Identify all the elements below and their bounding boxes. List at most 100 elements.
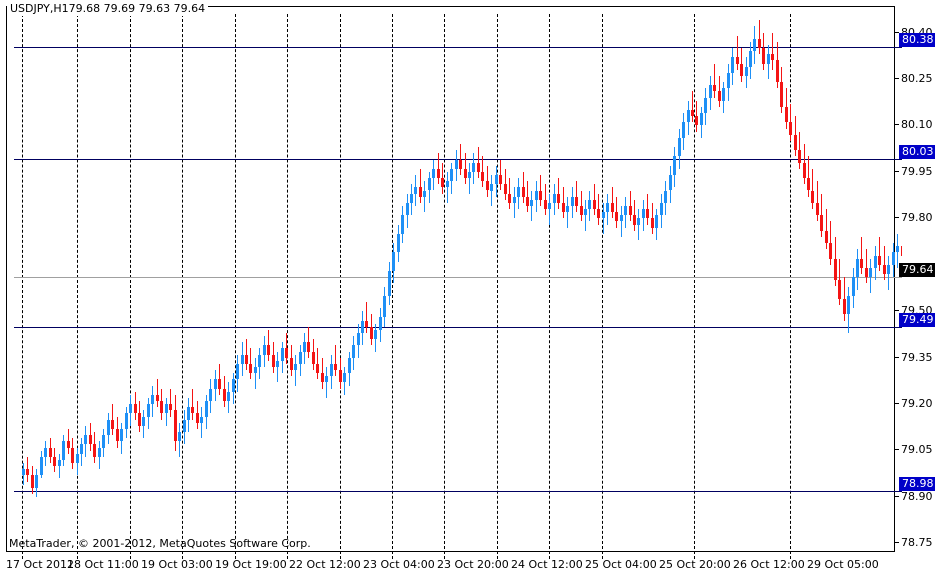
- candle-body: [76, 453, 79, 463]
- price-tick-mark: [895, 32, 899, 33]
- time-tick-label: 22 Oct 12:00: [289, 558, 361, 571]
- horizontal-level-line[interactable]: [14, 159, 902, 160]
- level-price-tag[interactable]: 78.98: [899, 477, 935, 491]
- candle-body: [495, 175, 498, 185]
- candle-wick: [634, 199, 635, 231]
- candle-body: [624, 205, 627, 216]
- candle-body: [196, 413, 199, 423]
- candle-body: [58, 459, 61, 467]
- candle-body: [281, 348, 284, 361]
- candle-wick: [487, 165, 488, 197]
- candle-wick: [255, 357, 256, 389]
- candle-body: [361, 320, 364, 333]
- candle-body: [241, 354, 244, 364]
- candle-body: [566, 205, 569, 213]
- time-scale[interactable]: 17 Oct 2012 18 Oct 11:00 19 Oct 03:00 19 Oc…: [0, 553, 935, 583]
- candle-body: [580, 205, 583, 216]
- candle-body: [807, 178, 810, 191]
- time-tick-label: 23 Oct 20:00: [437, 558, 509, 571]
- candle-body: [348, 357, 351, 374]
- time-tick-label: 23 Oct 04:00: [363, 558, 435, 571]
- candle-body: [651, 218, 654, 228]
- candle-wick: [286, 332, 287, 364]
- candle-body: [843, 298, 846, 315]
- candle-wick: [719, 75, 720, 107]
- candle-body: [339, 370, 342, 383]
- candle-body: [67, 441, 70, 448]
- candle-body: [655, 215, 658, 228]
- candle-body: [660, 202, 663, 216]
- candle-body: [852, 277, 855, 296]
- candle-wick: [295, 354, 296, 386]
- price-scale[interactable]: 80.40 80.25 80.10 79.95 79.80 79.50 79.35 79.20…: [895, 6, 935, 552]
- candle-body: [629, 205, 632, 216]
- time-tick-label: 25 Oct 04:00: [585, 558, 657, 571]
- candle-body: [80, 444, 83, 454]
- candle-wick: [737, 35, 738, 70]
- candle-wick: [808, 156, 809, 197]
- candle-body: [513, 196, 516, 203]
- candle-body: [169, 404, 172, 411]
- candle-body: [147, 404, 150, 417]
- chart-plot-area[interactable]: [14, 14, 902, 559]
- candle-body: [397, 233, 400, 253]
- time-tick-label: 24 Oct 12:00: [511, 558, 583, 571]
- candle-body: [290, 357, 293, 371]
- time-tick-label: 17 Oct 2012: [6, 558, 75, 571]
- horizontal-level-line[interactable]: [14, 47, 902, 48]
- candle-wick: [112, 404, 113, 436]
- horizontal-level-line[interactable]: [14, 491, 902, 492]
- candle-wick: [563, 187, 564, 219]
- candle-body: [383, 295, 386, 318]
- candle-wick: [817, 181, 818, 222]
- candle-body: [869, 267, 872, 278]
- candle-body: [49, 447, 52, 457]
- price-tick-mark: [895, 496, 899, 497]
- price-tick-mark: [895, 449, 899, 450]
- level-price-tag[interactable]: 80.38: [899, 33, 935, 47]
- candle-body: [183, 419, 186, 433]
- candle-body: [321, 373, 324, 383]
- candle-body: [776, 60, 779, 83]
- candle-body: [191, 407, 194, 414]
- candle-wick: [527, 181, 528, 213]
- chart-frame[interactable]: [6, 6, 902, 559]
- candle-body: [539, 190, 542, 200]
- price-tick-label: 78.75: [901, 536, 933, 549]
- candle-body: [727, 72, 730, 89]
- candle-body: [557, 193, 560, 203]
- candle-body: [71, 447, 74, 463]
- price-tick-mark: [895, 542, 899, 543]
- candle-body: [736, 57, 739, 64]
- candle-body: [352, 345, 355, 358]
- current-price-tag[interactable]: 79.64: [899, 263, 935, 277]
- candle-body: [334, 363, 337, 371]
- time-gridline: [444, 14, 445, 559]
- time-tick-label: 25 Oct 20:00: [659, 558, 731, 571]
- price-tick-label: 79.20: [901, 397, 933, 410]
- candle-body: [299, 351, 302, 364]
- candle-body: [209, 388, 212, 402]
- candle-body: [294, 363, 297, 371]
- candle-body: [125, 413, 128, 429]
- candle-wick: [447, 171, 448, 203]
- candle-wick: [772, 32, 773, 70]
- level-price-tag[interactable]: 79.49: [899, 313, 935, 327]
- candle-body: [446, 181, 449, 188]
- candle-wick: [616, 196, 617, 228]
- candle-body: [740, 63, 743, 76]
- candle-body: [401, 215, 404, 234]
- horizontal-level-line[interactable]: [14, 327, 902, 328]
- current-price-line[interactable]: [14, 277, 902, 278]
- price-tick-mark: [895, 124, 899, 125]
- candle-body: [878, 255, 881, 265]
- candle-body: [713, 85, 716, 92]
- candle-body: [214, 379, 217, 389]
- candle-body: [316, 363, 319, 374]
- candle-body: [575, 196, 578, 206]
- price-tick-mark: [895, 357, 899, 358]
- price-tick-label: 79.50: [901, 304, 933, 317]
- candle-wick: [442, 162, 443, 194]
- level-price-tag[interactable]: 80.03: [899, 145, 935, 159]
